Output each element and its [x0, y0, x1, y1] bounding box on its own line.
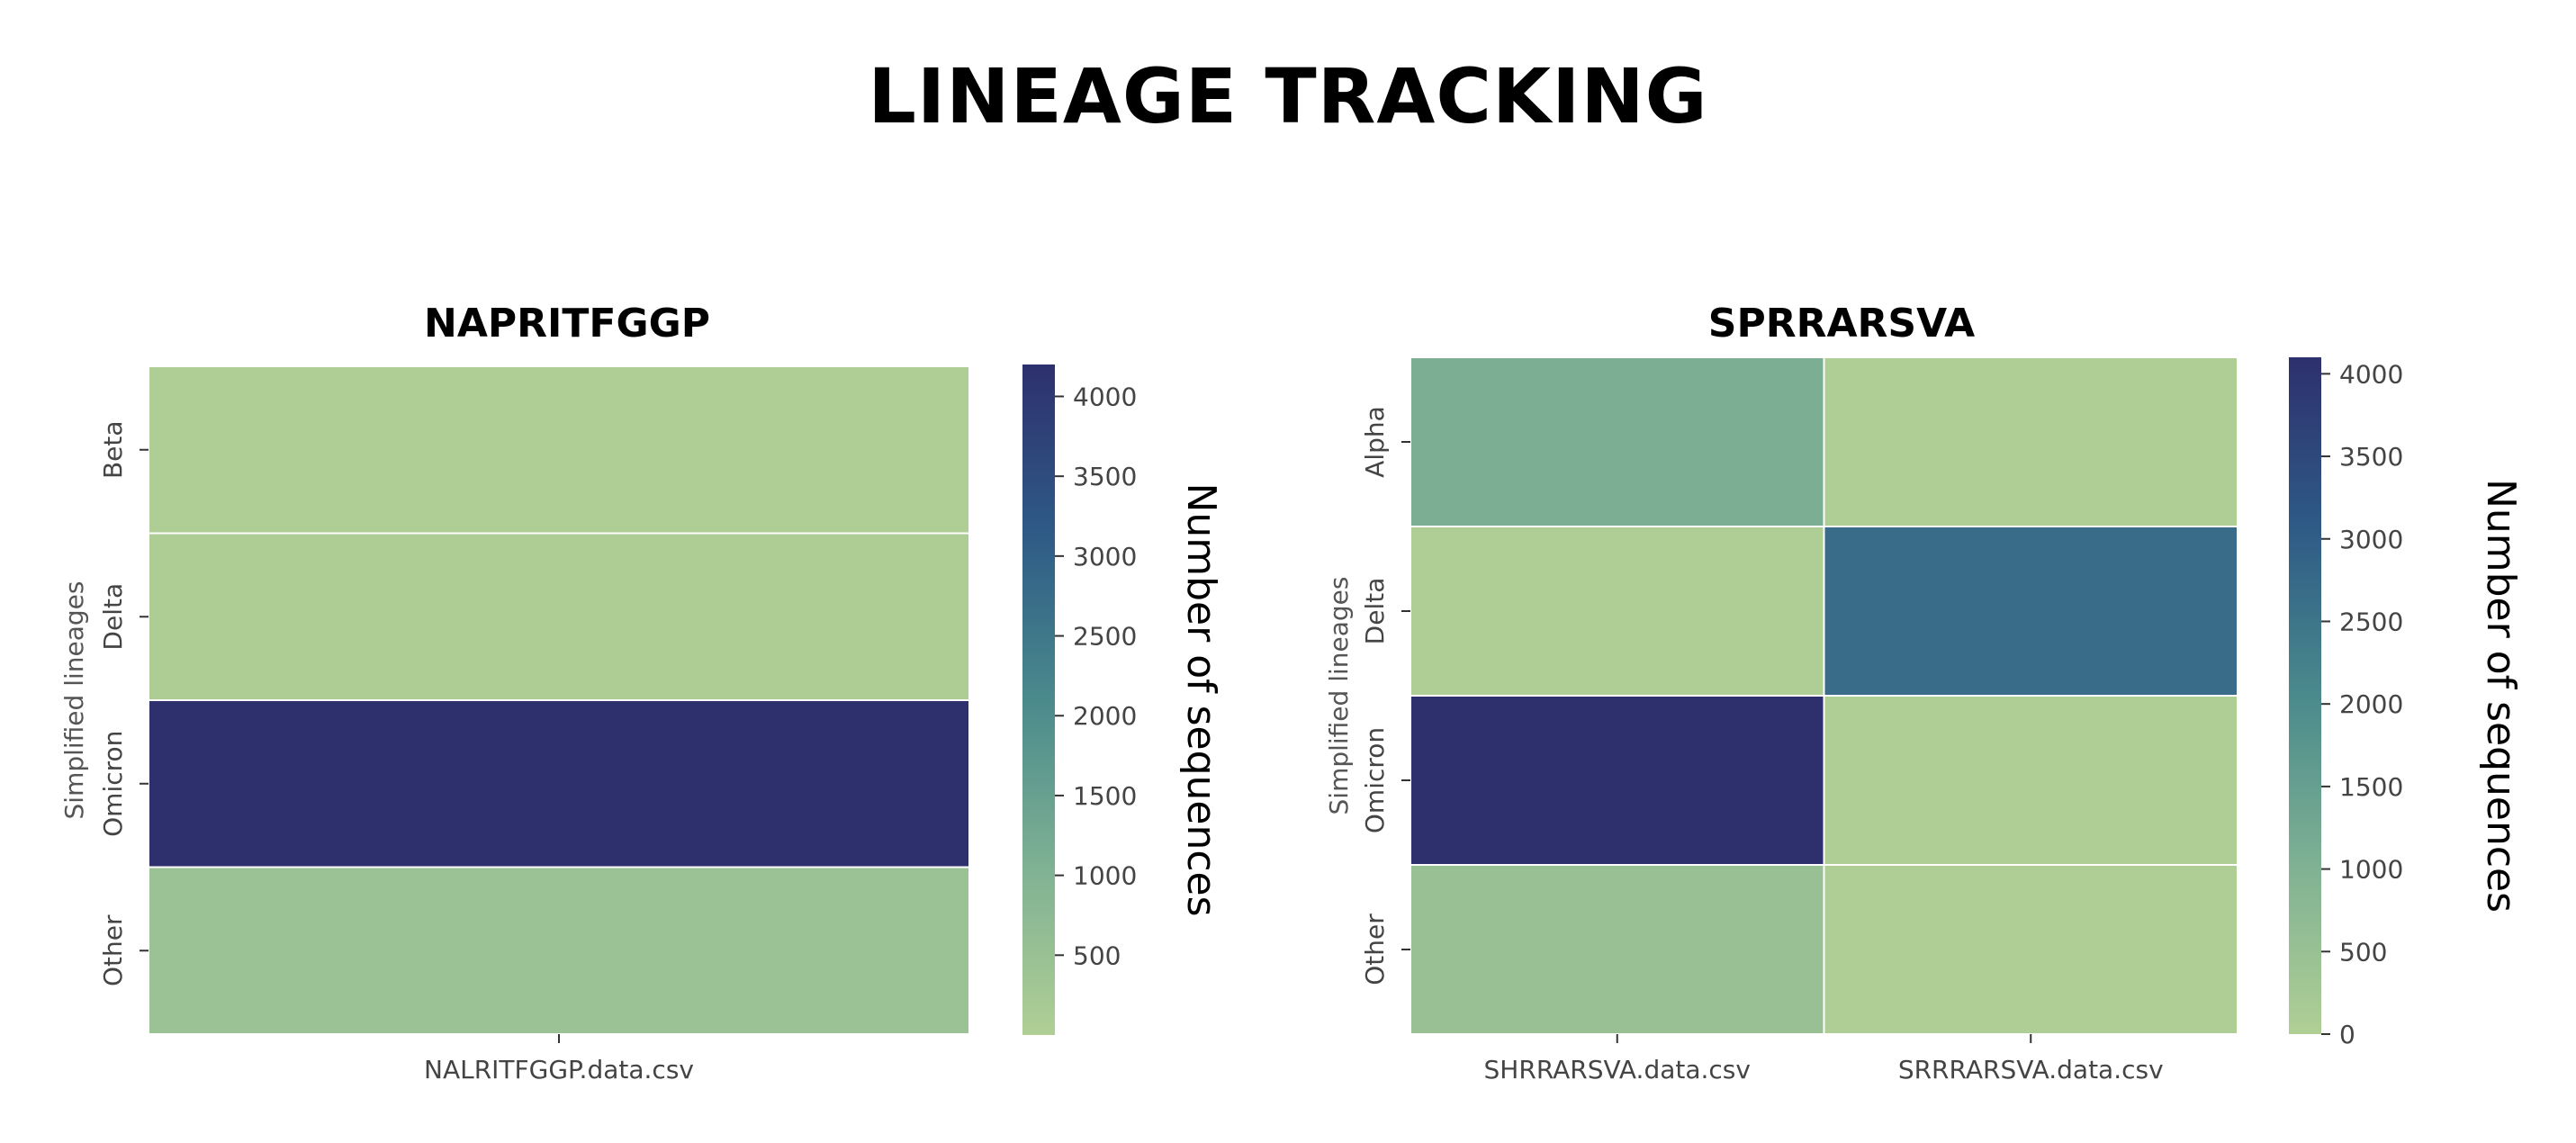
- heatmap-cell: [148, 699, 970, 868]
- colorbar-gradient: [2289, 357, 2321, 1034]
- heatmap-cell: [1410, 356, 1825, 527]
- row-tick-label: Omicron: [98, 731, 128, 837]
- column-tick-label: SHRRARSVA.data.csv: [1484, 1055, 1751, 1084]
- page-title: LINEAGE TRACKING: [868, 52, 1708, 140]
- column-tick-labels: SHRRARSVA.data.csv SRRRARSVA.data.csv: [1484, 1034, 2164, 1084]
- colorbar-tick-label: 1000: [1073, 861, 1137, 891]
- y-axis-label: Simplified lineages: [1324, 577, 1354, 815]
- colorbar-tick-label: 2500: [1073, 622, 1137, 652]
- heatmap-cell: [148, 866, 970, 1035]
- heatmap-cell: [1823, 864, 2238, 1035]
- row-tick-labels: Beta Delta Omicron Other: [98, 420, 149, 986]
- colorbar-label: Number of sequences: [1178, 482, 1224, 916]
- heatmap-panel-napritfggp: NAPRITFGGP Beta Delta Omicron Other NALRITF…: [59, 301, 1224, 1084]
- colorbar-tick-label: 2000: [2339, 689, 2403, 719]
- row-tick-labels: Alpha Delta Omicron Other: [1360, 406, 1410, 986]
- colorbar-tick-label: 2000: [1073, 701, 1137, 731]
- colorbar-gradient: [1022, 364, 1055, 1035]
- colorbar-tick-label: 500: [2339, 937, 2387, 967]
- heatmap-cell: [148, 532, 970, 701]
- colorbar-tick-label: 3500: [2339, 442, 2403, 472]
- colorbar-tick-label: 1000: [2339, 855, 2403, 885]
- colorbar-tick-label: 1500: [2339, 772, 2403, 802]
- heatmap-cell: [1823, 356, 2238, 527]
- heatmap-cell: [1823, 695, 2238, 866]
- row-tick-label: Delta: [98, 583, 128, 651]
- heatmap-cell: [1410, 526, 1825, 697]
- colorbar-tick-label: 2500: [2339, 607, 2403, 636]
- panel-title: NAPRITFGGP: [424, 301, 710, 346]
- colorbar-tick-label: 3000: [1073, 542, 1137, 572]
- colorbar-tick-label: 4000: [2339, 359, 2403, 389]
- row-tick-label: Other: [1360, 914, 1390, 986]
- colorbar-tick-label: 4000: [1073, 382, 1137, 411]
- heatmap-cells: [148, 365, 970, 1035]
- colorbar-tick-label: 1500: [1073, 781, 1137, 811]
- row-tick-label: Beta: [98, 420, 128, 479]
- colorbar: 500 1000 1500 2000 2500 3000 3500 4000: [1022, 364, 1137, 1035]
- heatmap-cell: [1410, 695, 1825, 866]
- colorbar: 0 500 1000 1500 2000 2500 3000 3500 4000: [2289, 357, 2403, 1049]
- row-tick-label: Other: [98, 914, 128, 986]
- column-tick-label: NALRITFGGP.data.csv: [424, 1055, 694, 1084]
- colorbar-tick-label: 0: [2339, 1020, 2355, 1049]
- row-tick-label: Delta: [1360, 578, 1390, 645]
- colorbar-tick-label: 3000: [2339, 525, 2403, 554]
- heatmap-panel-sprrarsva: SPRRARSVA Alpha Delta Omicron Other SHRRARS…: [1324, 301, 2524, 1084]
- heatmap-cell: [1410, 864, 1825, 1035]
- heatmap-cell: [148, 365, 970, 535]
- row-tick-label: Alpha: [1360, 406, 1390, 478]
- column-tick-labels: NALRITFGGP.data.csv: [424, 1034, 694, 1084]
- colorbar-tick-label: 500: [1073, 940, 1121, 970]
- colorbar-tick-label: 3500: [1073, 462, 1137, 491]
- panel-title: SPRRARSVA: [1708, 301, 1975, 346]
- y-axis-label: Simplified lineages: [59, 581, 89, 820]
- heatmap-cell: [1823, 526, 2238, 697]
- column-tick-label: SRRRARSVA.data.csv: [1898, 1055, 2164, 1084]
- row-tick-label: Omicron: [1360, 727, 1390, 833]
- colorbar-label: Number of sequences: [2478, 479, 2524, 913]
- heatmap-cells: [1410, 356, 2238, 1035]
